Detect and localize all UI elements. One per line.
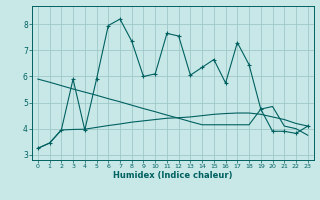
X-axis label: Humidex (Indice chaleur): Humidex (Indice chaleur) <box>113 171 233 180</box>
